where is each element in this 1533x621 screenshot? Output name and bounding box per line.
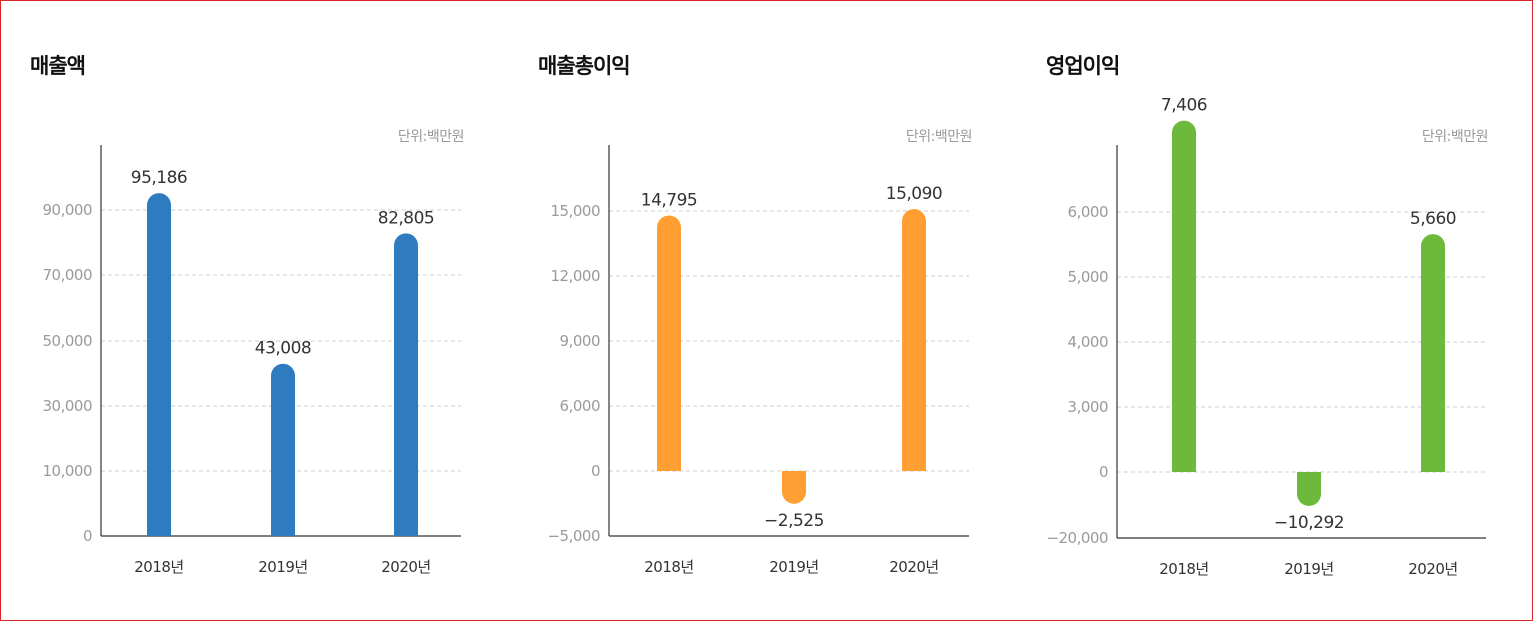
bar-value-label: 95,186 xyxy=(131,168,187,188)
sales-panel: 매출액 단위:백만원 0 10,000 30,000 50,000 70,000 90,0… xyxy=(30,0,500,621)
gross-profit-unit-label: 단위:백만원 xyxy=(905,129,973,145)
bar-value-label: 43,008 xyxy=(255,339,311,359)
bar-2020년 xyxy=(394,233,419,536)
y-tick-label: 0 xyxy=(1099,463,1108,481)
bar-2018년 xyxy=(1172,120,1196,473)
y-tick-label: 10,000 xyxy=(43,462,93,480)
operating-profit-panel: 영업이익 단위:백만원 −20,000 0 3,000 4,000 5,000 6,000… xyxy=(1046,0,1516,621)
y-tick-label: 4,000 xyxy=(1068,333,1108,351)
bar-2018년 xyxy=(147,193,171,536)
bar-value-label: 7,406 xyxy=(1161,96,1207,116)
y-tick-label: 30,000 xyxy=(43,397,93,415)
y-tick-label: 9,000 xyxy=(560,332,600,350)
bar-2020년 xyxy=(1421,234,1445,472)
sales-unit-label: 단위:백만원 xyxy=(397,129,465,145)
x-category-label: 2018년 xyxy=(1159,560,1208,578)
bar-value-label: 82,805 xyxy=(378,208,434,228)
y-tick-label: 5,000 xyxy=(1068,268,1108,286)
y-tick-label: 0 xyxy=(591,462,600,480)
bar-value-label: −2,525 xyxy=(764,511,824,531)
bar-value-label: −10,292 xyxy=(1274,513,1344,533)
operating-profit-unit-label: 단위:백만원 xyxy=(1421,129,1489,145)
y-tick-label: −20,000 xyxy=(1046,529,1108,547)
x-category-label: 2018년 xyxy=(134,558,183,576)
y-tick-label: 6,000 xyxy=(1068,203,1108,221)
y-tick-label: −5,000 xyxy=(547,527,600,545)
y-tick-label: 3,000 xyxy=(1068,398,1108,416)
x-category-label: 2020년 xyxy=(381,558,430,576)
bar-2019년 xyxy=(1297,472,1321,506)
x-category-label: 2019년 xyxy=(258,558,307,576)
y-tick-label: 50,000 xyxy=(43,332,93,350)
x-category-label: 2018년 xyxy=(644,558,693,576)
gross-profit-title: 매출총이익 xyxy=(538,54,631,78)
x-category-label: 2019년 xyxy=(769,558,818,576)
y-tick-label: 70,000 xyxy=(43,266,93,284)
y-tick-label: 12,000 xyxy=(551,267,601,285)
operating-profit-title: 영업이익 xyxy=(1046,54,1120,78)
x-category-label: 2020년 xyxy=(889,558,938,576)
y-tick-label: 90,000 xyxy=(43,201,93,219)
x-category-label: 2019년 xyxy=(1284,560,1333,578)
gross-profit-panel: 매출총이익 단위:백만원 −5,000 0 6,000 9,000 12,000 15,0… xyxy=(538,0,1008,621)
gross-profit-bar-chart: −5,000 0 6,000 9,000 12,000 15,000 14,795 2018년… xyxy=(547,145,969,576)
sales-bar-chart: 0 10,000 30,000 50,000 70,000 90,000 95,186 201… xyxy=(43,145,461,576)
operating-profit-bar-chart: −20,000 0 3,000 4,000 5,000 6,000 7,406 2018년 −1… xyxy=(1046,96,1486,578)
bar-value-label: 5,660 xyxy=(1410,209,1456,229)
bar-2019년 xyxy=(782,471,806,504)
y-tick-label: 6,000 xyxy=(560,397,600,415)
bar-value-label: 15,090 xyxy=(886,184,942,204)
bar-2018년 xyxy=(657,215,681,471)
bar-2020년 xyxy=(902,209,926,472)
y-tick-label: 0 xyxy=(83,527,92,545)
bar-2019년 xyxy=(271,363,295,536)
x-category-label: 2020년 xyxy=(1408,560,1457,578)
sales-title: 매출액 xyxy=(30,54,86,78)
y-tick-label: 15,000 xyxy=(551,202,601,220)
bar-value-label: 14,795 xyxy=(641,190,697,210)
